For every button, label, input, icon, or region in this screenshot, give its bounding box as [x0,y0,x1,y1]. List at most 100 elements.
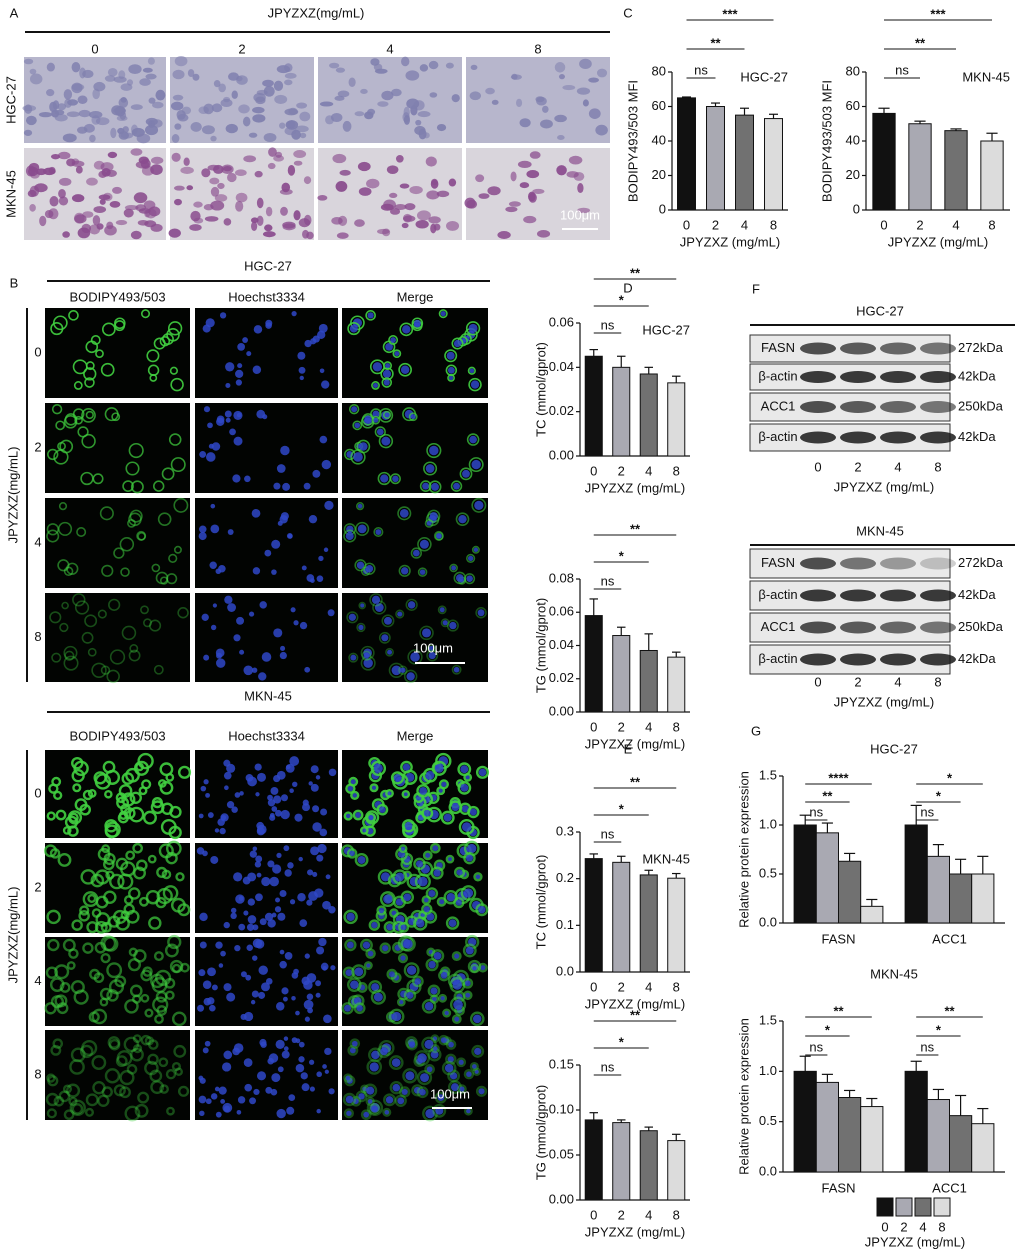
lipid-droplet [376,905,387,916]
bar [667,1140,686,1201]
lipid-droplet [449,996,467,1013]
nucleus [318,555,324,562]
cell [380,203,394,211]
nucleus [325,874,331,880]
lipid-droplet [59,622,69,633]
lipid-droplet [343,1073,353,1083]
nucleus [364,415,372,424]
nucleus [346,1110,352,1117]
band [840,431,876,444]
cell [568,155,583,165]
nucleus [372,410,380,418]
lipid-droplet [449,563,458,573]
lipid-droplet [46,1073,56,1083]
nucleus [276,1108,286,1119]
lipid-droplet [349,1038,361,1049]
nucleus [249,1097,257,1105]
lipid-droplet [147,1053,159,1066]
cell [89,134,96,143]
cell [287,164,296,176]
cell [532,188,545,194]
cell [58,177,72,186]
y-tick-label: 0.1 [556,917,574,932]
lipid-droplet [93,771,107,785]
nucleus [270,786,279,795]
lipid-droplet [120,567,130,577]
y-tick-label: 0.02 [549,403,574,418]
lane-label: 8 [934,459,941,474]
cell [104,225,117,236]
cell [399,183,410,189]
panel-label: E [624,741,633,756]
cell [536,96,547,106]
band [840,342,876,355]
y-tick-label: 40 [652,132,666,147]
nucleus [439,899,445,905]
cell [478,193,490,199]
nucleus [453,339,462,348]
cell [186,185,194,191]
lipid-droplet [378,408,394,423]
nucleus [423,906,430,913]
nucleus [277,912,286,921]
lipid-droplet [150,800,165,815]
lipid-droplet [342,966,356,979]
lipid-droplet [111,412,121,422]
lipid-droplet [177,607,189,619]
y-tick-label: 0.04 [549,637,574,652]
band [840,401,876,413]
nucleus [299,621,308,630]
column-label: 4 [386,41,393,56]
nucleus [239,791,244,796]
nucleus [225,362,235,372]
lane-label: 0 [814,674,821,689]
lipid-droplet [430,866,444,880]
nucleus [428,645,434,651]
y-tick-label: 0.06 [549,314,574,329]
x-tick-label: ACC1 [932,931,967,946]
nucleus [203,779,209,785]
lipid-droplet [426,442,442,459]
lipid-droplet [63,645,78,660]
nucleus [248,611,255,617]
lipid-droplet [108,1038,121,1051]
nucleus [209,561,217,569]
cell [144,124,159,136]
cell [58,188,66,199]
lipid-droplet [100,921,112,933]
nucleus [426,520,432,526]
annotation: MKN-45 [962,69,1010,84]
lipid-droplet [453,897,465,909]
bar [971,873,995,924]
x-tick-label: 0 [590,979,597,994]
cell [386,165,399,175]
lipid-droplet [153,337,166,350]
nucleus [371,1050,380,1060]
error-bar [821,1073,833,1083]
nucleus [247,915,257,924]
lipid-droplet [141,779,152,790]
cell [213,80,221,88]
lipid-droplet [100,665,111,675]
lipid-droplet [46,529,60,543]
row-label: 2 [34,879,41,894]
cell [451,94,460,103]
panel-label: G [751,723,761,738]
lipid-droplet [341,1002,354,1015]
significance-label: **** [828,770,849,785]
lipid-droplet [358,601,367,610]
nucleus [439,607,445,613]
lipid-droplet [425,958,439,972]
lipid-droplet [171,1011,187,1027]
cell [433,223,441,231]
lipid-droplet [170,377,184,392]
lipid-droplet [177,765,192,779]
lipid-droplet [104,824,119,839]
lipid-droplet [401,790,411,799]
lipid-droplet [432,1103,447,1118]
lipid-droplet [44,1002,57,1015]
nucleus [299,919,308,927]
lipid-droplet [106,962,123,979]
band [800,342,836,355]
